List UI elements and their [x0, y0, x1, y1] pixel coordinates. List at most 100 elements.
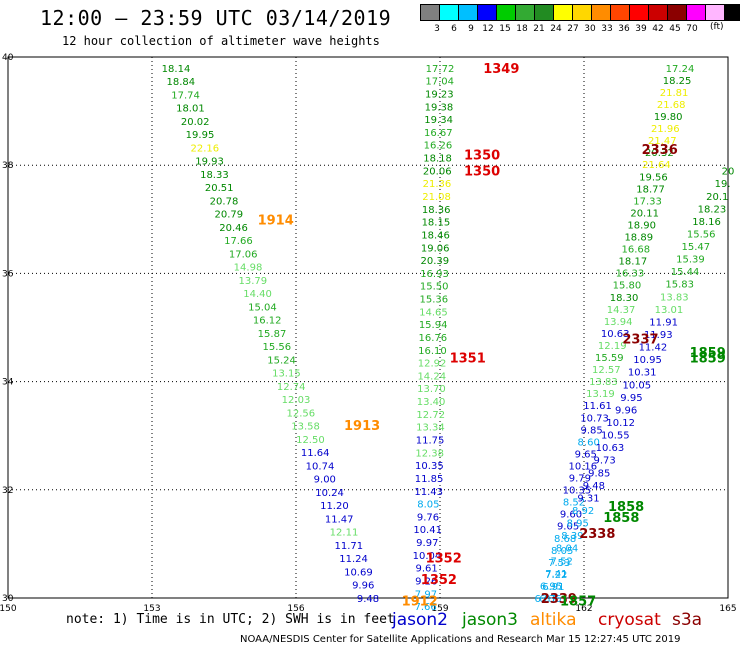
- wave-height-value: 7.53: [548, 558, 570, 569]
- wave-height-value: 10.69: [344, 567, 373, 578]
- color-scale-break: 12: [482, 24, 494, 34]
- wave-height-value: 10.05: [622, 380, 651, 391]
- wave-height-value: 20.79: [214, 210, 243, 221]
- wave-height-value: 10.35: [415, 461, 444, 472]
- wave-height-value: 16.76: [418, 333, 447, 344]
- wave-height-value: 15.80: [613, 281, 642, 292]
- wave-height-value: 15.56: [262, 342, 291, 353]
- wave-height-value: 18.84: [166, 77, 195, 88]
- color-scale-legend: 3 6 9 12 15 18 21 24 27 30 33 36 39 42 45 70 (ft): [420, 4, 740, 35]
- wave-height-value: 11.85: [415, 474, 444, 485]
- wave-height-value: 9.85: [581, 425, 603, 436]
- wave-height-value: 17.33: [633, 196, 662, 207]
- wave-height-value: 20.32: [645, 148, 674, 159]
- wave-height-value: 18.25: [663, 76, 692, 87]
- wave-height-value: 18.16: [692, 217, 721, 228]
- wave-height-value: 8.68: [554, 534, 576, 545]
- wave-height-value: 13.70: [417, 384, 446, 395]
- wave-height-value: 16.33: [616, 269, 645, 280]
- wave-height-value: 20: [722, 167, 735, 178]
- wave-height-value: 17.66: [224, 236, 253, 247]
- y-tick-label: 34: [2, 378, 14, 388]
- wave-height-value: 8.05: [551, 546, 573, 557]
- color-scale-break: 18: [516, 24, 528, 34]
- wave-height-value: 18.15: [422, 218, 451, 229]
- wave-height-value: 11.64: [301, 448, 330, 459]
- wave-height-value: 18.23: [698, 204, 727, 215]
- color-scale-unit: (ft): [710, 22, 724, 32]
- wave-height-value: 21.96: [651, 124, 680, 135]
- wave-height-value: 20.78: [210, 196, 239, 207]
- pass-label: 1351: [450, 351, 486, 366]
- wave-height-value: 14.40: [243, 289, 272, 300]
- color-scale-break: 70: [686, 24, 698, 34]
- wave-height-value: 18.77: [636, 184, 665, 195]
- wave-height-value: 11.43: [414, 487, 443, 498]
- wave-height-value: 21.36: [423, 179, 452, 190]
- pass-label: 1858: [603, 511, 639, 526]
- wave-height-value: 18.33: [200, 170, 229, 181]
- y-tick-label: 30: [2, 594, 14, 604]
- wave-height-value: 10.95: [633, 355, 662, 366]
- wave-height-value: 16.93: [420, 269, 449, 280]
- color-scale-break: 27: [567, 24, 579, 34]
- wave-height-value: 8.05: [417, 500, 439, 511]
- color-scale-labels: 3 6 9 12 15 18 21 24 27 30 33 36 39 42 45 70: [420, 21, 740, 35]
- wave-height-value: 18.14: [162, 64, 191, 75]
- pass-label: 1858: [608, 500, 644, 515]
- x-tick-label: 165: [719, 604, 736, 614]
- wave-height-value: 11.91: [649, 317, 678, 328]
- wave-height-value: 18.90: [627, 220, 656, 231]
- color-scale-break: 36: [618, 24, 630, 34]
- wave-height-value: 10.24: [315, 488, 344, 499]
- pass-label: 2339: [541, 592, 577, 607]
- wave-height-value: 9.48: [583, 481, 605, 492]
- wave-height-value: 10.63: [601, 329, 630, 340]
- chart-subtitle: 12 hour collection of altimeter wave hei…: [62, 34, 380, 48]
- wave-height-value: 12.57: [592, 365, 621, 376]
- color-scale-break: 24: [550, 24, 562, 34]
- color-scale-swatches: [420, 4, 740, 21]
- wave-height-value: 21.08: [422, 192, 451, 203]
- pass-label: 1912: [402, 595, 438, 610]
- wave-height-value: 20.46: [219, 223, 248, 234]
- wave-height-value: 19.56: [639, 172, 668, 183]
- wave-height-value: 6.95: [540, 581, 562, 592]
- wave-height-value: 9.95: [620, 393, 642, 404]
- wave-height-value: 8.95: [567, 519, 589, 530]
- legend-altika: altika: [530, 610, 577, 630]
- wave-height-value: 13.79: [238, 276, 267, 287]
- wave-height-value: 11.24: [339, 554, 368, 565]
- wave-height-value: 8.04: [556, 544, 578, 555]
- wave-height-value: 18.46: [421, 230, 450, 241]
- wave-height-value: 13.83: [660, 292, 689, 303]
- wave-height-value: 12.56: [286, 408, 315, 419]
- wave-height-value: 17.06: [229, 249, 258, 260]
- wave-height-value: 9.73: [593, 456, 615, 467]
- wave-height-value: 11.42: [639, 343, 668, 354]
- pass-label: 1859: [690, 351, 726, 366]
- wave-height-value: 10.41: [413, 525, 442, 536]
- x-tick-label: 150: [0, 604, 17, 614]
- wave-height-value: 6.91: [542, 582, 564, 593]
- legend-jason3: jason3: [462, 610, 518, 630]
- color-swatch: [724, 4, 740, 21]
- wave-height-value: 17.72: [426, 64, 455, 75]
- wave-height-value: 19.95: [186, 130, 215, 141]
- color-scale-break: 9: [468, 24, 474, 34]
- wave-height-value: 14.24: [417, 371, 446, 382]
- color-scale-break: 3: [434, 24, 440, 34]
- wave-height-value: 15.04: [248, 302, 277, 313]
- wave-height-value: 7.97: [415, 589, 437, 600]
- plot-frame: [7, 56, 729, 599]
- wave-height-value: 16.67: [424, 128, 453, 139]
- wave-height-value: 6.36: [539, 594, 561, 605]
- wave-height-value: 12.19: [598, 341, 627, 352]
- wave-height-value: 11.61: [583, 401, 612, 412]
- wave-height-value: 10.63: [596, 443, 625, 454]
- wave-height-value: 8.52: [563, 498, 585, 509]
- wave-height-value: 19.06: [421, 243, 450, 254]
- wave-height-value: 15.83: [665, 280, 694, 291]
- wave-height-value: 11.93: [644, 330, 673, 341]
- wave-height-value: 7.22: [545, 570, 567, 581]
